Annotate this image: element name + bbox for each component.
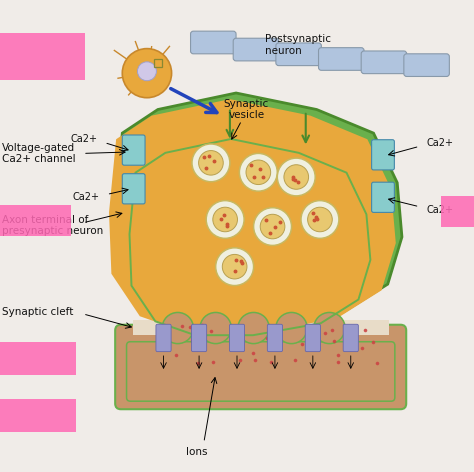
Text: Ca2+: Ca2+: [427, 137, 454, 148]
FancyBboxPatch shape: [229, 324, 245, 352]
Text: Ions: Ions: [186, 447, 208, 457]
FancyBboxPatch shape: [115, 325, 406, 409]
Text: Synaptic
vesicle: Synaptic vesicle: [224, 99, 269, 120]
Circle shape: [301, 201, 339, 238]
Circle shape: [137, 62, 156, 81]
Circle shape: [276, 312, 307, 344]
Circle shape: [239, 153, 277, 191]
FancyBboxPatch shape: [276, 43, 321, 66]
FancyBboxPatch shape: [191, 31, 236, 54]
Circle shape: [200, 312, 231, 344]
Text: Synaptic cleft: Synaptic cleft: [2, 307, 74, 318]
Text: Voltage-gated
Ca2+ channel: Voltage-gated Ca2+ channel: [2, 143, 76, 164]
FancyBboxPatch shape: [233, 38, 279, 61]
Polygon shape: [109, 99, 396, 333]
Circle shape: [216, 248, 254, 286]
FancyBboxPatch shape: [319, 48, 364, 70]
FancyBboxPatch shape: [156, 324, 171, 352]
FancyBboxPatch shape: [133, 320, 389, 335]
Polygon shape: [115, 93, 402, 327]
Circle shape: [254, 208, 292, 245]
Circle shape: [277, 158, 315, 196]
FancyBboxPatch shape: [0, 205, 71, 236]
FancyBboxPatch shape: [122, 135, 145, 165]
Circle shape: [122, 49, 172, 98]
FancyBboxPatch shape: [372, 182, 394, 212]
Circle shape: [238, 312, 269, 344]
Circle shape: [162, 312, 193, 344]
FancyBboxPatch shape: [122, 174, 145, 204]
FancyBboxPatch shape: [441, 196, 474, 227]
Circle shape: [192, 144, 230, 182]
Circle shape: [260, 214, 285, 239]
FancyBboxPatch shape: [267, 324, 283, 352]
FancyBboxPatch shape: [0, 399, 76, 432]
FancyBboxPatch shape: [343, 324, 358, 352]
Text: Ca2+: Ca2+: [70, 134, 97, 144]
Circle shape: [284, 165, 309, 189]
Circle shape: [206, 201, 244, 238]
Circle shape: [246, 160, 271, 185]
Circle shape: [314, 312, 345, 344]
Circle shape: [213, 207, 237, 232]
Text: Ca2+: Ca2+: [427, 205, 454, 215]
FancyBboxPatch shape: [372, 140, 394, 170]
Circle shape: [199, 151, 223, 175]
Circle shape: [308, 207, 332, 232]
FancyBboxPatch shape: [305, 324, 320, 352]
Text: Axon terminal of
presynaptic neuron: Axon terminal of presynaptic neuron: [2, 215, 104, 236]
FancyBboxPatch shape: [404, 54, 449, 76]
FancyBboxPatch shape: [191, 324, 207, 352]
FancyBboxPatch shape: [0, 33, 85, 80]
Text: Postsynaptic
neuron: Postsynaptic neuron: [265, 34, 331, 56]
FancyBboxPatch shape: [361, 51, 407, 74]
FancyBboxPatch shape: [0, 342, 76, 375]
Text: Ca2+: Ca2+: [73, 192, 100, 202]
Circle shape: [222, 254, 247, 279]
